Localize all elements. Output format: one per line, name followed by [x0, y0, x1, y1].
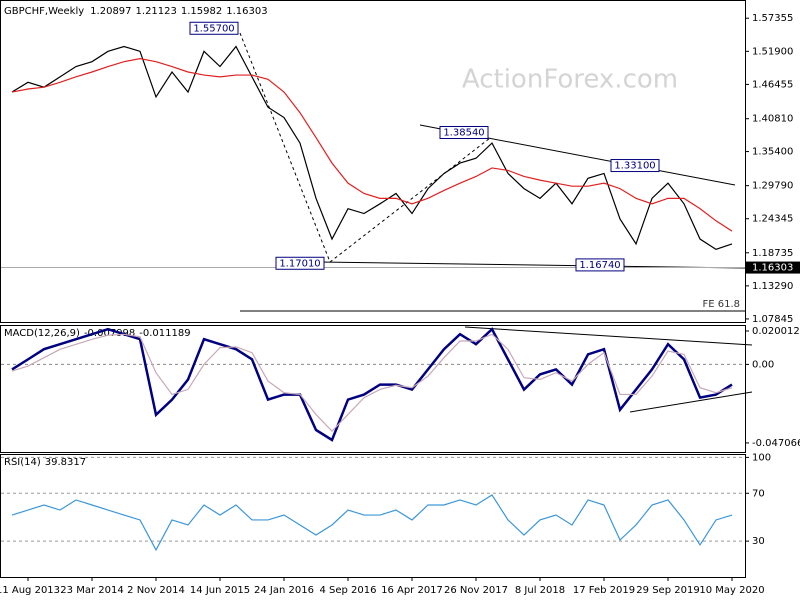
level-label: 1.17010 — [279, 258, 320, 269]
level-box — [275, 256, 325, 270]
signal-value: -0.011189 — [139, 328, 190, 339]
x-tick-label: 4 Sep 2016 — [319, 585, 376, 596]
trendlines — [239, 32, 753, 413]
series-line — [11, 327, 733, 442]
y-tick-label: 1.46455 — [752, 79, 793, 90]
x-tick-label: 26 Nov 2017 — [444, 585, 508, 596]
y-tick-label: 1.13290 — [752, 281, 793, 292]
series-line — [11, 494, 733, 552]
series-line — [11, 58, 733, 232]
price-header: GBPCHF,Weekly 1.20897 1.21123 1.15982 1.1630… — [4, 6, 268, 17]
macd-panel — [0, 325, 746, 453]
open: 1.20897 — [90, 6, 131, 17]
series-line — [11, 333, 733, 433]
level-box — [189, 21, 239, 35]
macd-trendline — [464, 326, 753, 346]
close: 1.16303 — [226, 6, 267, 17]
x-tick-label: 24 Jan 2016 — [254, 585, 314, 596]
x-tick-label: 2 Nov 2014 — [127, 585, 185, 596]
y-tick-label: 1.51900 — [752, 46, 793, 57]
rsi-title: RSI(14) — [4, 457, 41, 468]
y-tick-label: 1.24345 — [752, 214, 793, 225]
macd-value: -0.007998 — [84, 328, 135, 339]
series-line — [11, 45, 733, 251]
macd-header: MACD(12,26,9) -0.007998 -0.011189 — [4, 328, 191, 339]
level-box — [610, 159, 660, 173]
dashed-trendline — [329, 137, 491, 263]
y-tick-label: 0.020012 — [752, 326, 800, 337]
trendline — [319, 261, 746, 269]
y-tick-label: 0.00 — [752, 359, 774, 370]
current-price-label: 1.16303 — [752, 263, 793, 274]
y-tick-label: 1.07845 — [752, 314, 793, 325]
macd-trendline — [629, 391, 753, 413]
low: 1.15982 — [181, 6, 222, 17]
fe-label: FE 61.8 — [702, 299, 740, 310]
symbol: GBPCHF,Weekly — [4, 6, 84, 17]
x-tick-label: 17 Feb 2019 — [573, 585, 635, 596]
dashed-trendline — [239, 32, 331, 263]
price-panel — [0, 0, 746, 323]
rsi-value: 39.8317 — [45, 457, 86, 468]
rsi-header: RSI(14) 39.8317 — [4, 457, 86, 468]
level-box — [575, 258, 625, 272]
y-tick-label: 70 — [752, 488, 765, 499]
y-tick-label: 1.57355 — [752, 13, 793, 24]
x-tick-label: 11 Aug 2013 — [0, 585, 60, 596]
level-label: 1.55700 — [193, 23, 234, 34]
level-label: 1.16740 — [579, 260, 620, 271]
y-tick-label: 1.18735 — [752, 248, 793, 259]
y-tick-label: 100 — [752, 452, 771, 463]
x-tick-label: 8 Jul 2018 — [515, 585, 565, 596]
y-tick-label: 1.35400 — [752, 147, 793, 158]
y-tick-label: 1.29790 — [752, 181, 793, 192]
current-price-box — [746, 261, 800, 274]
x-tick-label: 23 Mar 2014 — [60, 585, 123, 596]
level-label: 1.33100 — [614, 161, 655, 172]
rsi-panel — [0, 454, 746, 578]
x-tick-label: 10 May 2020 — [699, 585, 764, 596]
y-tick-label: 1.40810 — [752, 114, 793, 125]
x-tick-label: 14 Jun 2015 — [190, 585, 250, 596]
y-tick-label: 30 — [752, 536, 765, 547]
level-label: 1.38540 — [443, 127, 484, 138]
high: 1.21123 — [136, 6, 177, 17]
level-box — [439, 125, 489, 139]
watermark: ActionForex.com — [462, 65, 678, 95]
x-tick-label: 29 Sep 2019 — [636, 585, 699, 596]
macd-title: MACD(12,26,9) — [4, 328, 80, 339]
y-tick-label: -0.047066 — [752, 438, 800, 449]
x-tick-label: 16 Apr 2017 — [381, 585, 443, 596]
